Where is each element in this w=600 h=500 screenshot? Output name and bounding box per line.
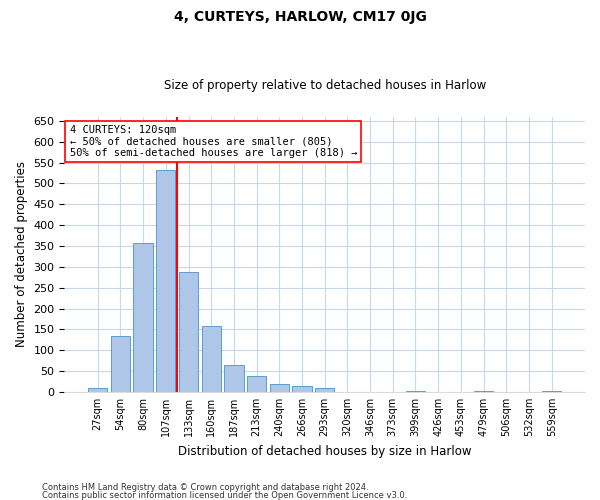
Bar: [156, 170, 175, 392]
Title: Size of property relative to detached houses in Harlow: Size of property relative to detached ho…: [164, 79, 486, 92]
Bar: [88, 388, 107, 392]
Bar: [133, 242, 153, 392]
X-axis label: Distribution of detached houses by size in Harlow: Distribution of detached houses by size …: [178, 444, 472, 458]
Bar: [179, 272, 198, 392]
Text: 4, CURTEYS, HARLOW, CM17 0JG: 4, CURTEYS, HARLOW, CM17 0JG: [173, 10, 427, 24]
Bar: [111, 336, 130, 392]
Y-axis label: Number of detached properties: Number of detached properties: [15, 162, 28, 348]
Bar: [542, 390, 562, 392]
Bar: [269, 384, 289, 392]
Text: 4 CURTEYS: 120sqm
← 50% of detached houses are smaller (805)
50% of semi-detache: 4 CURTEYS: 120sqm ← 50% of detached hous…: [70, 125, 357, 158]
Bar: [247, 376, 266, 392]
Bar: [474, 390, 493, 392]
Text: Contains public sector information licensed under the Open Government Licence v3: Contains public sector information licen…: [42, 490, 407, 500]
Bar: [406, 390, 425, 392]
Bar: [202, 326, 221, 392]
Text: Contains HM Land Registry data © Crown copyright and database right 2024.: Contains HM Land Registry data © Crown c…: [42, 484, 368, 492]
Bar: [224, 365, 244, 392]
Bar: [292, 386, 311, 392]
Bar: [315, 388, 334, 392]
